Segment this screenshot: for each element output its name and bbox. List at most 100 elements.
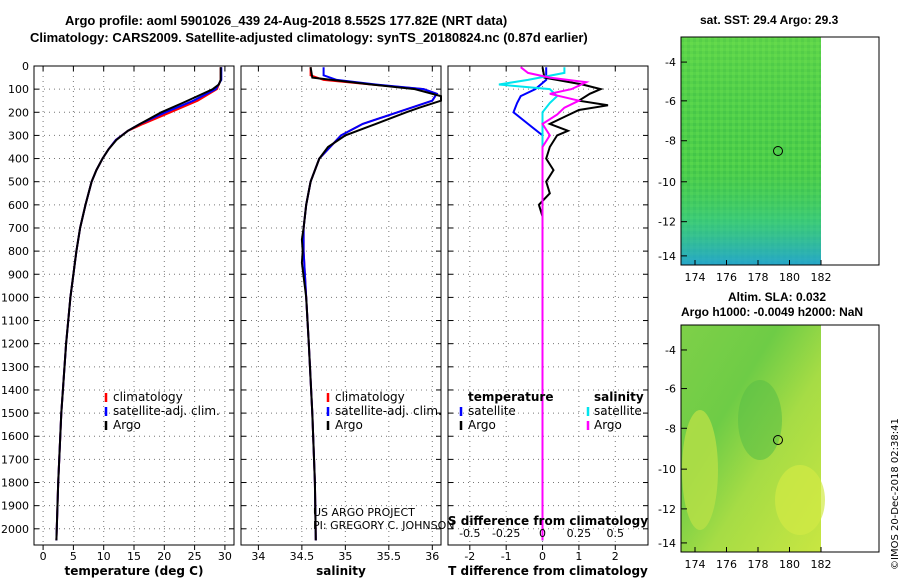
x-tick-label: 35.5 bbox=[377, 550, 402, 563]
x-tick-label: 1 bbox=[575, 550, 582, 563]
legend-label: satellite-adj. clim. bbox=[335, 404, 442, 418]
profile-panel-1: 0 5 10 15 20 25 30 temperature (deg C) bbox=[33, 65, 235, 578]
map-lat-label: -12 bbox=[658, 216, 676, 229]
y-tick-label: 1800 bbox=[1, 477, 29, 490]
map-lat-label: -4 bbox=[665, 56, 676, 69]
map-lat-label: -12 bbox=[658, 503, 676, 516]
argo-position-marker bbox=[773, 146, 783, 156]
legend-title-salinity: salinity bbox=[594, 390, 644, 404]
map-lat-label: -8 bbox=[665, 422, 676, 435]
map-lon-label: 182 bbox=[811, 558, 832, 571]
map-lat-label: -10 bbox=[658, 176, 676, 189]
s-diff-tick-label: 0.25 bbox=[567, 527, 592, 540]
legend-label: satellite bbox=[468, 404, 516, 418]
x-tick-label: 5 bbox=[70, 550, 77, 563]
x-tick-label: 34 bbox=[251, 550, 265, 563]
map-lon-label: 174 bbox=[685, 558, 706, 571]
y-tick-label: 100 bbox=[8, 83, 29, 96]
map-lon-label: 180 bbox=[779, 271, 800, 284]
series-line-climatology bbox=[55, 67, 222, 541]
panel-frame bbox=[447, 65, 649, 546]
chart-title-line1: Argo profile: aoml 5901026_439 24-Aug-20… bbox=[65, 13, 508, 28]
series-line-t-argo bbox=[537, 67, 609, 541]
y-tick-label: 0 bbox=[22, 60, 29, 73]
legend-label: Argo bbox=[468, 418, 496, 432]
y-tick-label: 1700 bbox=[1, 453, 29, 466]
map-lon-label: 176 bbox=[716, 558, 737, 571]
x-tick-label: 10 bbox=[97, 550, 111, 563]
y-tick-label: 1600 bbox=[1, 430, 29, 443]
series-line-s-argo bbox=[520, 66, 590, 541]
series-line-satellite-adj-clim- bbox=[55, 67, 223, 541]
profile-panel-2: 34 34.5 35 35.5 36 salinity bbox=[240, 65, 442, 578]
sst-map-title: sat. SST: 29.4 Argo: 29.3 bbox=[700, 13, 839, 27]
legend-label: Argo bbox=[335, 418, 363, 432]
sst-map bbox=[680, 36, 880, 266]
x-tick-label: 0 bbox=[40, 550, 47, 563]
sst-map-frame bbox=[680, 36, 880, 266]
series-line-argo bbox=[55, 67, 222, 541]
legend-label: Argo bbox=[113, 418, 141, 432]
sla-map-title-2: Argo h1000: -0.0049 h2000: NaN bbox=[681, 305, 864, 319]
y-tick-label: 200 bbox=[8, 106, 29, 119]
profile-panel-3: -2 -1 0 1 2T difference from climatology bbox=[447, 65, 649, 578]
x-tick-label: 34.5 bbox=[290, 550, 315, 563]
x-tick-label: -1 bbox=[501, 550, 512, 563]
y-tick-label: 700 bbox=[8, 222, 29, 235]
x-tick-label: 20 bbox=[157, 550, 171, 563]
map-lat-label: -14 bbox=[658, 250, 676, 263]
y-tick-label: 500 bbox=[8, 176, 29, 189]
y-tick-label: 1000 bbox=[1, 291, 29, 304]
y-tick-label: 1500 bbox=[1, 407, 29, 420]
map-lat-label: -14 bbox=[658, 537, 676, 550]
legend-label: satellite bbox=[594, 404, 642, 418]
series-line-climatology bbox=[302, 67, 439, 541]
x-tick-label: 2 bbox=[612, 550, 619, 563]
sla-map-frame bbox=[680, 324, 880, 553]
y-tick-label: 400 bbox=[8, 153, 29, 166]
y-tick-label: 1300 bbox=[1, 361, 29, 374]
y-tick-label: 2000 bbox=[1, 523, 29, 536]
panel-frame bbox=[33, 65, 235, 546]
legend-label: climatology bbox=[335, 390, 405, 404]
sla-map bbox=[680, 324, 880, 553]
map-lon-label: 176 bbox=[716, 271, 737, 284]
s-diff-axis-label: S difference from climatology bbox=[448, 514, 648, 528]
s-diff-tick-label: -0.5 bbox=[459, 527, 480, 540]
map-lon-label: 180 bbox=[779, 558, 800, 571]
map-lon-label: 178 bbox=[748, 271, 769, 284]
map-lat-label: -10 bbox=[658, 463, 676, 476]
s-diff-tick-label: -0.25 bbox=[492, 527, 520, 540]
imos-watermark: ©IMOS 20-Dec-2018 02:38:41 bbox=[890, 418, 900, 570]
y-tick-label: 300 bbox=[8, 129, 29, 142]
x-axis-label: temperature (deg C) bbox=[65, 564, 204, 578]
y-tick-label: 1900 bbox=[1, 500, 29, 513]
s-diff-tick-label: 0 bbox=[539, 527, 546, 540]
argo-position-marker-sla bbox=[773, 435, 783, 445]
x-tick-label: 15 bbox=[127, 550, 141, 563]
map-lat-label: -6 bbox=[665, 383, 676, 396]
x-tick-label: 0 bbox=[539, 550, 546, 563]
panel-frame bbox=[240, 65, 442, 546]
x-axis-label: T difference from climatology bbox=[448, 564, 648, 578]
legend-label: Argo bbox=[594, 418, 622, 432]
y-tick-label: 1400 bbox=[1, 384, 29, 397]
legend-title-temperature: temperature bbox=[468, 390, 553, 404]
map-lon-label: 178 bbox=[748, 558, 769, 571]
y-tick-label: 1200 bbox=[1, 338, 29, 351]
series-line-satellite-adj-clim- bbox=[302, 67, 439, 541]
map-lat-label: -4 bbox=[665, 344, 676, 357]
credit-line2: PI: GREGORY C. JOHNSON bbox=[313, 519, 455, 532]
map-lon-label: 174 bbox=[685, 271, 706, 284]
chart-title-line2: Climatology: CARS2009. Satellite-adjuste… bbox=[30, 30, 588, 45]
y-tick-label: 800 bbox=[8, 245, 29, 258]
credit-line1: US ARGO PROJECT bbox=[313, 506, 415, 519]
map-lon-label: 182 bbox=[811, 271, 832, 284]
x-tick-label: 36 bbox=[425, 550, 439, 563]
sla-map-title-1: Altim. SLA: 0.032 bbox=[728, 290, 827, 304]
legend-label: satellite-adj. clim. bbox=[113, 404, 220, 418]
x-tick-label: -2 bbox=[464, 550, 475, 563]
y-tick-label: 1100 bbox=[1, 315, 29, 328]
y-tick-label: 900 bbox=[8, 268, 29, 281]
